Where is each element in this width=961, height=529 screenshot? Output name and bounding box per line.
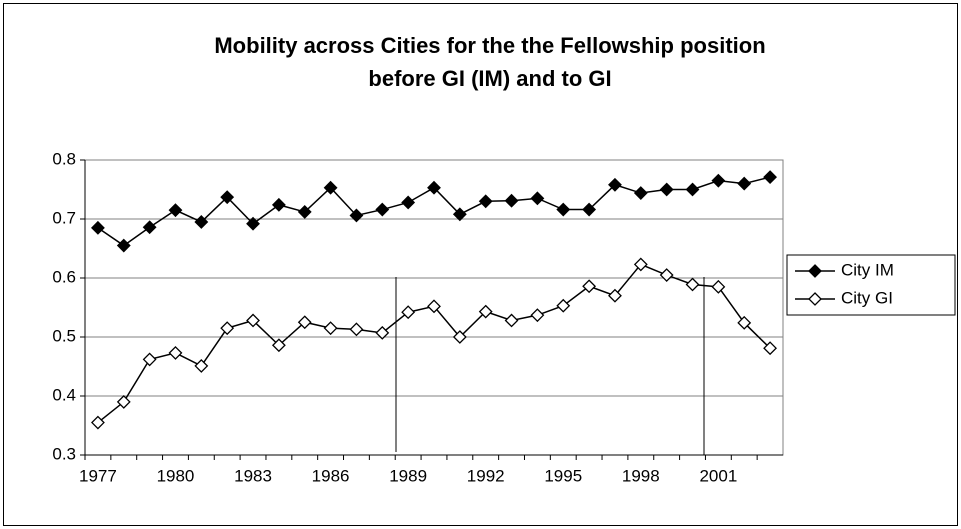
y-tick-label: 0.6 bbox=[52, 267, 76, 286]
marker bbox=[556, 298, 571, 313]
marker bbox=[478, 304, 493, 319]
marker bbox=[401, 195, 416, 210]
legend-marker bbox=[808, 292, 822, 306]
marker bbox=[582, 202, 597, 217]
x-tick-label: 1986 bbox=[312, 466, 350, 485]
marker bbox=[452, 330, 467, 344]
marker bbox=[220, 190, 235, 205]
y-tick-label: 0.7 bbox=[52, 208, 76, 227]
marker bbox=[633, 257, 648, 272]
marker bbox=[556, 202, 571, 217]
marker bbox=[91, 220, 105, 235]
marker bbox=[504, 193, 519, 208]
marker bbox=[271, 338, 286, 353]
x-tick-label: 1998 bbox=[622, 466, 660, 485]
marker bbox=[659, 268, 674, 282]
marker bbox=[271, 197, 286, 212]
marker bbox=[608, 288, 622, 303]
marker bbox=[711, 173, 726, 188]
marker bbox=[220, 321, 235, 336]
marker bbox=[763, 170, 777, 185]
marker bbox=[685, 277, 700, 292]
marker bbox=[246, 216, 260, 231]
marker bbox=[349, 208, 364, 223]
marker bbox=[349, 322, 364, 337]
y-tick-label: 0.3 bbox=[52, 444, 76, 463]
y-tick-label: 0.5 bbox=[52, 326, 76, 345]
marker bbox=[504, 313, 519, 328]
marker bbox=[91, 415, 105, 430]
marker bbox=[478, 194, 493, 209]
marker bbox=[763, 341, 777, 356]
marker bbox=[737, 176, 752, 191]
marker bbox=[194, 215, 209, 229]
marker bbox=[659, 182, 674, 197]
marker bbox=[323, 180, 338, 195]
marker bbox=[194, 358, 209, 373]
marker bbox=[297, 205, 312, 219]
x-tick-label: 1977 bbox=[79, 466, 117, 485]
y-tick-label: 0.8 bbox=[52, 149, 76, 168]
marker bbox=[737, 315, 752, 330]
legend-label: City GI bbox=[841, 288, 893, 307]
marker bbox=[246, 313, 260, 328]
marker bbox=[608, 177, 622, 192]
x-tick-label: 1992 bbox=[467, 466, 505, 485]
marker bbox=[323, 321, 338, 336]
marker bbox=[116, 238, 131, 253]
legend-marker bbox=[808, 264, 822, 278]
marker bbox=[633, 186, 648, 200]
marker bbox=[142, 352, 157, 367]
marker bbox=[375, 325, 390, 340]
marker bbox=[530, 308, 545, 323]
marker bbox=[427, 180, 441, 195]
x-tick-label: 1989 bbox=[389, 466, 427, 485]
marker bbox=[530, 191, 545, 206]
x-tick-label: 1995 bbox=[544, 466, 582, 485]
chart-title: Mobility across Cities for the the Fello… bbox=[214, 33, 765, 58]
marker bbox=[297, 315, 312, 330]
legend-label: City IM bbox=[841, 260, 894, 279]
marker bbox=[452, 207, 467, 222]
marker bbox=[168, 203, 183, 218]
y-tick-label: 0.4 bbox=[52, 385, 76, 404]
x-tick-label: 2001 bbox=[699, 466, 737, 485]
marker bbox=[582, 279, 597, 294]
x-tick-label: 1980 bbox=[157, 466, 195, 485]
x-tick-label: 1983 bbox=[234, 466, 272, 485]
marker bbox=[168, 346, 183, 360]
marker bbox=[375, 202, 390, 217]
chart-title: before GI (IM) and to GI bbox=[368, 66, 611, 91]
marker bbox=[142, 220, 157, 235]
marker bbox=[116, 394, 131, 409]
marker bbox=[427, 299, 441, 314]
marker bbox=[711, 279, 726, 294]
marker bbox=[685, 182, 700, 197]
marker bbox=[401, 305, 416, 320]
